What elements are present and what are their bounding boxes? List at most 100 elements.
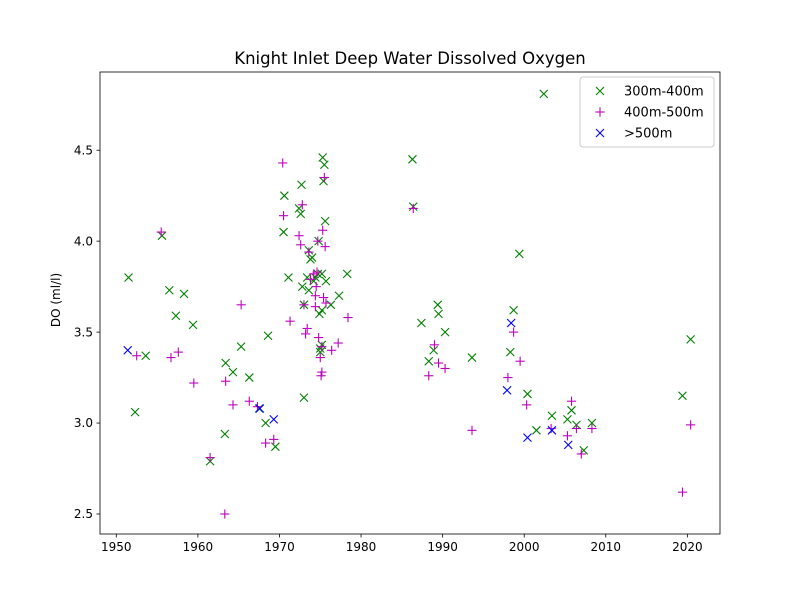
- data-point: [132, 351, 142, 361]
- y-tick-label: 2.5: [74, 507, 93, 521]
- data-point: [228, 400, 238, 410]
- data-point: [236, 342, 246, 352]
- data-point: [189, 378, 199, 388]
- data-point: [284, 273, 293, 282]
- data-point: [587, 418, 597, 428]
- data-point: [141, 351, 151, 361]
- legend-marker: [595, 86, 605, 96]
- x-tick-label: 1980: [346, 540, 377, 554]
- data-point: [317, 367, 327, 377]
- series-400m-500m: [132, 158, 696, 519]
- legend-label: 300m-400m: [624, 85, 704, 100]
- series-500m: [123, 318, 573, 450]
- data-point: [271, 442, 280, 452]
- data-point: [278, 158, 288, 168]
- data-point: [327, 345, 337, 355]
- data-point: [429, 345, 439, 355]
- data-point: [166, 352, 176, 363]
- data-point: [539, 89, 549, 99]
- x-tick-label: 1960: [183, 540, 214, 554]
- data-point: [467, 425, 477, 435]
- data-point: [503, 372, 513, 383]
- data-point: [310, 291, 320, 301]
- data-point: [532, 425, 541, 435]
- data-point: [587, 423, 597, 434]
- data-point: [269, 415, 279, 424]
- data-point: [124, 273, 133, 282]
- data-point: [285, 316, 295, 326]
- data-point: [509, 305, 518, 315]
- data-point: [261, 438, 271, 448]
- data-point: [310, 302, 320, 312]
- legend-marker: [595, 128, 605, 138]
- data-point: [164, 285, 174, 295]
- data-point: [563, 440, 573, 450]
- legend: 300m-400m 400m-500m >500m: [579, 76, 715, 148]
- data-point: [314, 332, 324, 343]
- data-point: [515, 356, 525, 366]
- data-point: [566, 396, 577, 406]
- data-point: [343, 312, 353, 323]
- data-point: [424, 371, 434, 381]
- data-point: [179, 289, 189, 299]
- data-point: [220, 429, 230, 439]
- data-point: [440, 363, 450, 374]
- data-point: [221, 358, 231, 368]
- data-point: [220, 509, 230, 519]
- axes-frame: [99, 71, 721, 535]
- data-point: [173, 347, 183, 357]
- data-point: [505, 347, 515, 357]
- data-point: [244, 373, 254, 382]
- data-point: [563, 415, 572, 424]
- data-point: [296, 240, 306, 250]
- data-point: [502, 385, 512, 395]
- data-point: [263, 331, 273, 341]
- data-point: [440, 327, 450, 337]
- data-point: [547, 425, 557, 435]
- data-point: [294, 231, 304, 241]
- data-point: [188, 320, 198, 330]
- data-point: [433, 300, 443, 310]
- data-point: [571, 423, 582, 434]
- data-point: [318, 153, 328, 162]
- x-tick-label: 1970: [264, 540, 295, 554]
- legend-box: [579, 76, 715, 148]
- data-point: [321, 298, 331, 308]
- data-point: [294, 204, 304, 213]
- data-point: [317, 342, 327, 352]
- data-point: [424, 356, 434, 366]
- data-point: [205, 453, 215, 463]
- data-point: [254, 404, 264, 413]
- data-point: [320, 242, 330, 252]
- data-point: [171, 311, 181, 321]
- data-point: [315, 347, 325, 357]
- plot-area: 1950 1960 1970 1980 1990 2000 2010 2020 2.5 3.0 3.…: [74, 71, 721, 554]
- data-point: [297, 282, 307, 292]
- data-point: [318, 225, 328, 235]
- data-point: [300, 329, 311, 339]
- data-point: [304, 285, 314, 295]
- data-point: [315, 352, 325, 363]
- data-point: [686, 420, 696, 430]
- data-point: [678, 391, 687, 401]
- y-tick-label: 3.5: [74, 325, 93, 339]
- data-point: [514, 249, 524, 259]
- data-point: [318, 292, 329, 303]
- data-point: [317, 305, 327, 315]
- data-point: [320, 216, 330, 226]
- legend-label: 400m-500m: [624, 106, 704, 121]
- data-point: [547, 411, 557, 421]
- data-point: [302, 323, 312, 334]
- data-point: [317, 269, 327, 279]
- series-300m-400m: [124, 89, 696, 466]
- data-point: [156, 227, 166, 237]
- data-point: [509, 327, 519, 337]
- data-point: [562, 431, 573, 441]
- data-point: [417, 318, 426, 328]
- legend-marker: [595, 107, 605, 117]
- data-point: [312, 267, 322, 277]
- data-point: [307, 253, 317, 262]
- data-point: [123, 345, 133, 355]
- x-tick-label: 1950: [101, 540, 132, 554]
